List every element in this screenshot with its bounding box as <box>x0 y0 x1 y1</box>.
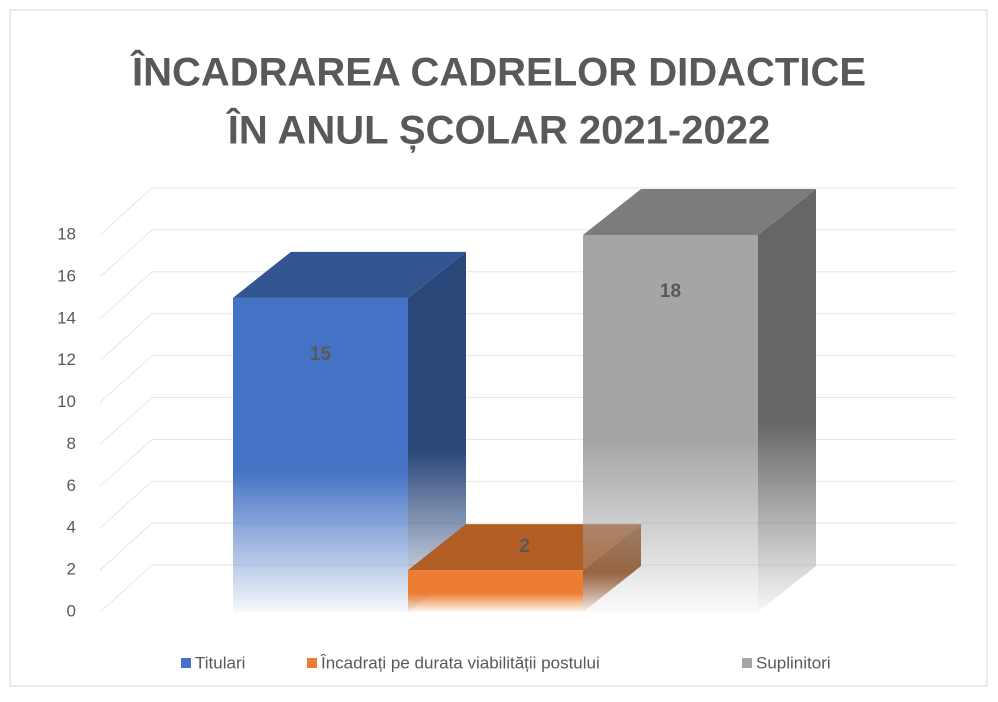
legend-swatch <box>181 658 191 668</box>
grid-line <box>99 187 955 236</box>
y-tick-label: 6 <box>67 476 76 495</box>
legend-label: Suplinitori <box>756 653 831 672</box>
y-tick-label: 4 <box>67 518 76 537</box>
legend-swatch <box>742 658 752 668</box>
bar-side <box>408 251 466 613</box>
legend-swatch <box>307 658 317 668</box>
y-tick-label: 16 <box>57 266 76 285</box>
data-label: 15 <box>310 344 332 365</box>
legend-label: Titulari <box>195 653 245 672</box>
chart-title: ÎNCADRAREA CADRELOR DIDACTICE <box>130 49 866 95</box>
y-tick-label: 10 <box>57 392 76 411</box>
data-label: 18 <box>660 281 681 302</box>
bar-top <box>408 524 641 571</box>
y-tick-label: 14 <box>57 308 76 327</box>
bar <box>408 570 583 612</box>
y-tick-label: 2 <box>67 560 76 579</box>
legend-label: Încadrați pe durata viabilității postulu… <box>320 653 600 672</box>
chart-title: ÎN ANUL ȘCOLAR 2021-2022 <box>226 107 770 153</box>
y-tick-label: 0 <box>67 601 76 620</box>
y-tick-label: 12 <box>57 350 76 369</box>
bar-top <box>233 251 466 298</box>
bar <box>583 235 758 612</box>
bar-top <box>583 189 816 235</box>
y-tick-label: 18 <box>57 224 76 243</box>
y-tick-label: 8 <box>67 434 76 453</box>
bar-side <box>758 189 816 612</box>
bar <box>233 297 408 612</box>
data-label: 2 <box>519 536 530 557</box>
